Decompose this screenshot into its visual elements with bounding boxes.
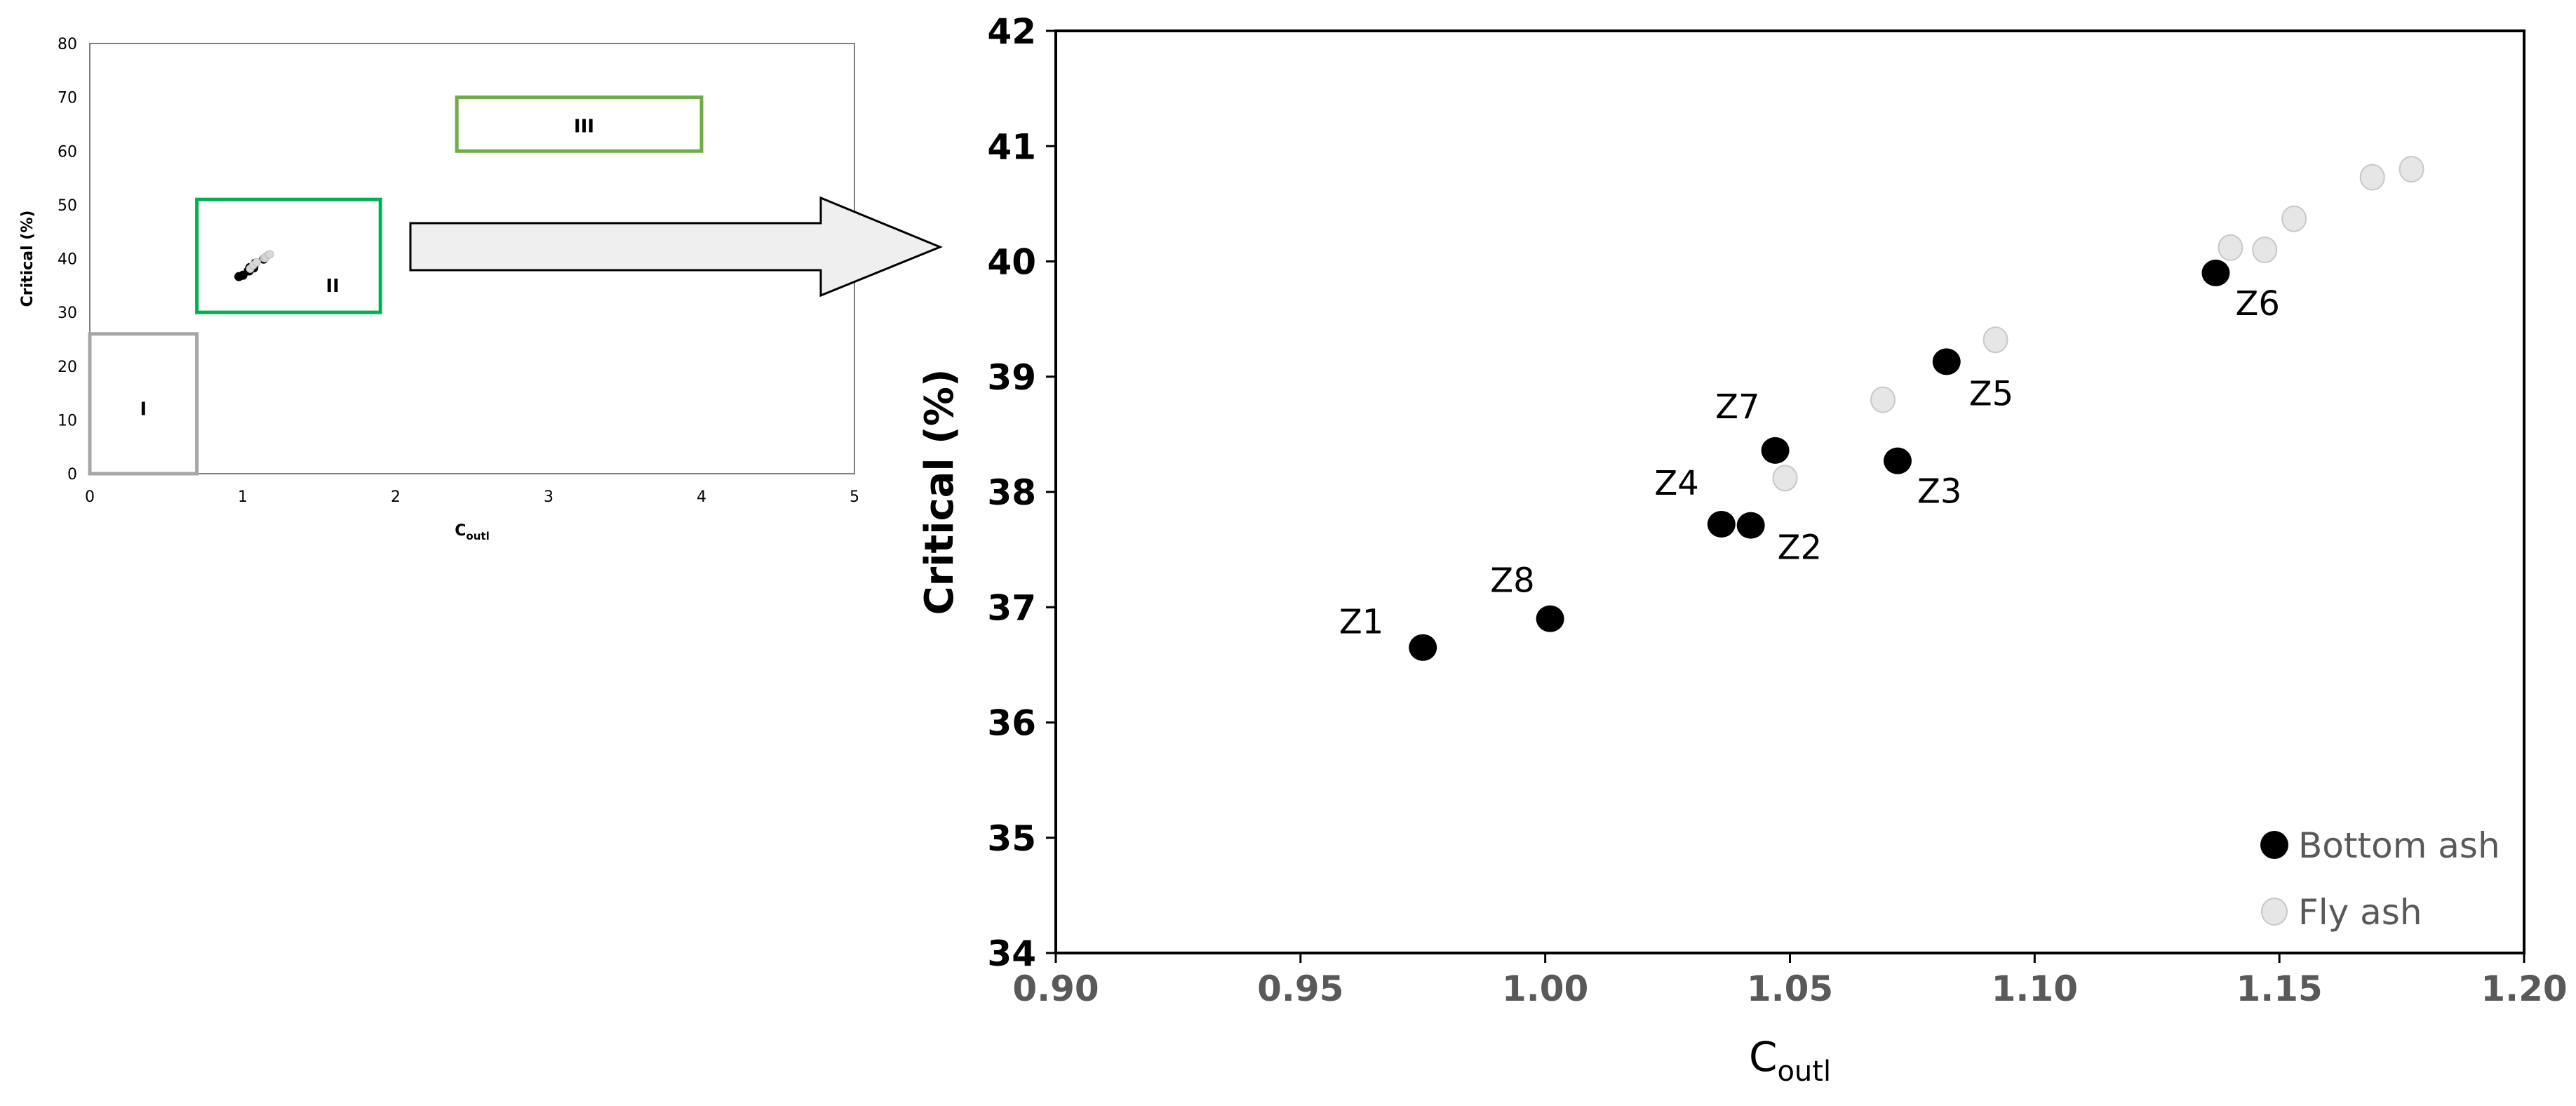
region-box-II: [195, 197, 382, 314]
detail-plot-area: [1054, 29, 2525, 954]
point-label-z6: Z6: [2235, 284, 2279, 324]
point-label-z7: Z7: [1715, 387, 1759, 427]
bottom-ash-point: [1932, 348, 1961, 375]
overview-x-tick-label: 4: [697, 488, 706, 506]
bottom-ash-point: [1883, 447, 1912, 474]
detail-y-tick-label: 35: [987, 818, 1036, 859]
detail-y-axis-label: Critical (%): [917, 369, 962, 615]
detail-y-tick-label: 42: [987, 11, 1036, 52]
overview-x-tick-label: 3: [544, 488, 554, 506]
region-label-III: III: [574, 116, 594, 137]
fly-ash-point: [1983, 326, 2008, 354]
detail-y-tick-label: 38: [987, 472, 1036, 513]
detail-x-tick-label: 1.20: [2481, 968, 2567, 1009]
overview-x-tick-label: 2: [391, 488, 401, 506]
region-label-II: II: [326, 276, 340, 297]
point-label-z1: Z1: [1339, 603, 1383, 642]
detail-y-tick-label: 37: [987, 587, 1036, 628]
overview-y-tick-label: 70: [58, 90, 77, 107]
detail-y-tick-label: 40: [987, 242, 1036, 283]
detail-chart: 0.90 0.95 1.00 1.05 1.10 1.15 1.20 34 35 36 37 38 39…: [917, 11, 2568, 1088]
point-label-z2: Z2: [1778, 528, 1822, 568]
overview-y-tick-label: 30: [58, 305, 77, 322]
fly-ash-point: [2218, 234, 2243, 261]
fly-ash-point: [2281, 205, 2307, 232]
region-box-III: [455, 95, 704, 153]
overview-x-tick-label: 1: [238, 488, 248, 506]
detail-y-tick-label: 36: [987, 703, 1036, 744]
overview-y-tick-label: 80: [58, 36, 77, 53]
overview-y-tick-label: 20: [58, 359, 77, 376]
fly-ash-point: [1870, 386, 1896, 413]
overview-x-axis-label: Coutl: [455, 522, 489, 542]
detail-x-tick-label: 1.10: [1992, 968, 2078, 1009]
overview-y-axis-label: Critical (%): [19, 211, 36, 307]
detail-y-tick-label: 34: [987, 933, 1036, 974]
fly-ash-point: [2359, 164, 2385, 191]
overview-point-fly-ash: [265, 250, 274, 259]
bottom-ash-point: [1707, 510, 1736, 538]
detail-x-tick-label: 1.05: [1747, 968, 1833, 1009]
fly-ash-point: [2399, 156, 2424, 183]
fly-ash-point: [2252, 236, 2278, 264]
detail-y-tick-label: 41: [987, 126, 1036, 167]
detail-y-tick-label: 39: [987, 357, 1036, 398]
bottom-ash-point: [1761, 437, 1790, 464]
overview-y-tick-label: 50: [58, 197, 77, 215]
detail-x-axis-label: Coutl: [1749, 1033, 1831, 1088]
bottom-ash-point: [1409, 634, 1437, 661]
overview-y-tick-label: 60: [58, 143, 77, 161]
detail-x-tick-label: 0.95: [1257, 968, 1343, 1009]
region-label-I: I: [140, 399, 147, 420]
point-label-z8: Z8: [1490, 561, 1534, 601]
bottom-ash-point: [2201, 259, 2230, 286]
legend-marker-fly-ash: [2261, 898, 2288, 926]
overview-y-tick-label: 10: [58, 412, 77, 429]
detail-x-tick-label: 1.15: [2236, 968, 2322, 1009]
point-label-z4: Z4: [1654, 464, 1698, 503]
zoom-arrow: [409, 196, 943, 298]
fly-ash-point: [1772, 465, 1798, 492]
legend-label-bottom-ash: Bottom ash: [2298, 825, 2500, 866]
legend-label-fly-ash: Fly ash: [2298, 892, 2422, 933]
bottom-ash-point: [1536, 605, 1564, 632]
overview-y-tick-label: 0: [67, 466, 77, 484]
legend-marker-bottom-ash: [2260, 831, 2288, 859]
overview-x-tick-label: 0: [85, 488, 95, 506]
bottom-ash-point: [1736, 512, 1765, 539]
region-box-I: [88, 332, 199, 476]
detail-x-tick-label: 0.90: [1012, 968, 1099, 1009]
overview-x-tick-label: 5: [850, 488, 859, 506]
overview-y-tick-label: 40: [58, 251, 77, 269]
detail-x-tick-label: 1.00: [1502, 968, 1588, 1009]
point-label-z5: Z5: [1969, 374, 2013, 413]
legend: Bottom ash Fly ash: [2260, 825, 2500, 933]
overview-point-fly-ash: [253, 258, 262, 267]
point-label-z3: Z3: [1917, 472, 1961, 512]
